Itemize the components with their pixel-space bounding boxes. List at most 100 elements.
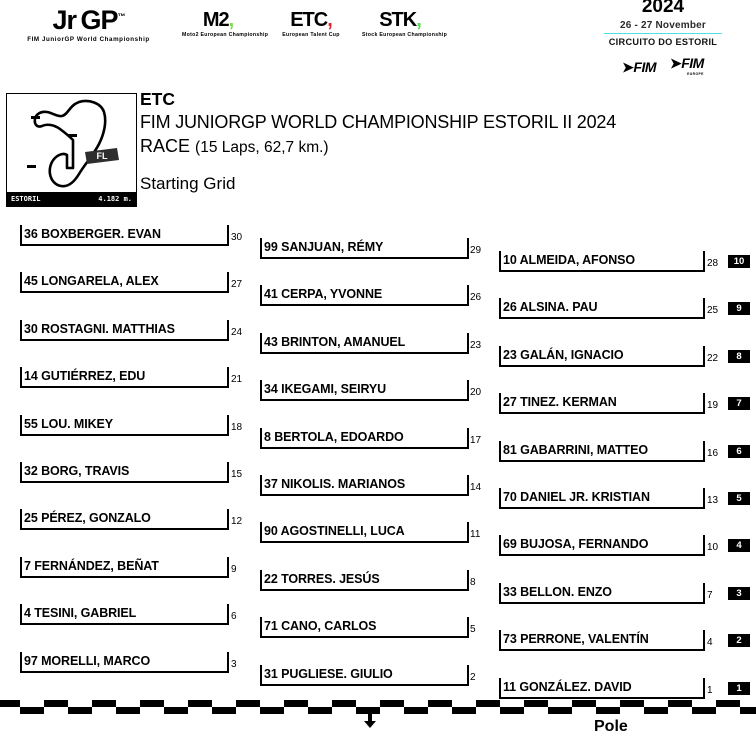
grid-slot-box: 25 PÉREZ, GONZALO bbox=[20, 509, 229, 531]
grid-slot[interactable]: 26 ALSINA. PAU 25 bbox=[499, 298, 718, 320]
grid-slot[interactable]: 71 CANO, CARLOS 5 bbox=[260, 617, 476, 639]
grid-slot-box: 31 PUGLIESE. GIULIO bbox=[260, 664, 469, 686]
grid-slot-bar-bottom bbox=[20, 528, 229, 531]
checker-block bbox=[404, 707, 428, 714]
grid-slot-bar-right bbox=[703, 582, 705, 604]
grid-slot-bar-bottom bbox=[499, 317, 705, 320]
grid-slot[interactable]: 7 FERNÁNDEZ, BEÑAT 9 bbox=[20, 556, 237, 578]
grid-slot[interactable]: 8 BERTOLA, EDOARDO 17 bbox=[260, 427, 481, 449]
grid-slot-bar-left bbox=[260, 238, 262, 259]
checker-block bbox=[428, 700, 452, 707]
m2-logo-word: M2, bbox=[202, 9, 234, 31]
grid-slot[interactable]: 43 BRINTON, AMANUEL 23 bbox=[260, 332, 481, 354]
checker-block bbox=[452, 707, 476, 714]
grid-position-number: 17 bbox=[470, 434, 482, 446]
grid-row-badge: 2 bbox=[728, 634, 750, 648]
circuit-layout-icon: FL bbox=[27, 99, 119, 188]
grid-slot-bar-right bbox=[703, 440, 705, 462]
grid-slot-bar-left bbox=[20, 367, 22, 389]
checker-block bbox=[692, 707, 716, 714]
grid-slot-box: 23 GALÁN, IGNACIO bbox=[499, 345, 705, 367]
checker-block bbox=[596, 707, 620, 714]
grid-slot[interactable]: 90 AGOSTINELLI, LUCA 11 bbox=[260, 522, 480, 544]
grid-slot[interactable]: 81 GABARRINI, MATTEO 16 bbox=[499, 440, 718, 462]
grid-slot-bar-left bbox=[20, 319, 22, 341]
checker-block bbox=[500, 707, 524, 714]
grid-slot[interactable]: 37 NIKOLIS. MARIANOS 14 bbox=[260, 475, 481, 496]
grid-position-number: 2 bbox=[470, 671, 476, 683]
grid-slot[interactable]: 33 BELLON. ENZO 7 bbox=[499, 582, 713, 604]
checker-block bbox=[188, 700, 212, 707]
rider-entry: 70 DANIEL JR. KRISTIAN bbox=[503, 490, 650, 504]
grid-slot[interactable]: 36 BOXBERGER. EVAN 30 bbox=[20, 225, 242, 246]
grid-slot-bar-right bbox=[227, 367, 229, 389]
circuit-map-footer: ESTORIL 4.182 m. bbox=[7, 192, 136, 206]
grid-slot[interactable]: 31 PUGLIESE. GIULIO 2 bbox=[260, 664, 476, 686]
grid-slot-box: 37 NIKOLIS. MARIANOS bbox=[260, 475, 469, 496]
grid-slot[interactable]: 23 GALÁN, IGNACIO 22 bbox=[499, 345, 718, 367]
grid-slot-bar-bottom bbox=[20, 433, 229, 436]
grid-slot[interactable]: 14 GUTIÉRREZ, EDU 21 bbox=[20, 367, 242, 389]
grid-slot[interactable]: 10 ALMEIDA, AFONSO 28 bbox=[499, 251, 718, 272]
grid-slot-bar-left bbox=[260, 332, 262, 354]
grid-slot-bar-left bbox=[20, 651, 22, 673]
jrgp-logo: Jr GP™ FIM JuniorGP World Championship bbox=[26, 7, 151, 43]
rider-entry: 7 FERNÁNDEZ, BEÑAT bbox=[24, 558, 159, 573]
grid-slot-box: 36 BOXBERGER. EVAN bbox=[20, 225, 229, 246]
rider-entry: 32 BORG, TRAVIS bbox=[24, 464, 130, 478]
rider-entry: 37 NIKOLIS. MARIANOS bbox=[264, 477, 406, 491]
checker-block bbox=[284, 700, 308, 707]
grid-position-number: 16 bbox=[707, 447, 719, 459]
circuit-map-name: ESTORIL bbox=[11, 195, 41, 203]
grid-slot[interactable]: 45 LONGARELA, ALEX 27 bbox=[20, 272, 242, 294]
checker-block bbox=[236, 700, 260, 707]
fim-logos: ➤FIM ➤FIM EUROPE bbox=[578, 55, 748, 76]
grid-slot[interactable]: 70 DANIEL JR. KRISTIAN 13 bbox=[499, 488, 718, 509]
grid-slot[interactable]: 11 GONZÁLEZ. DAVID 1 bbox=[499, 677, 713, 699]
grid-slot-bar-left bbox=[499, 582, 501, 604]
grid-slot-bar-bottom bbox=[260, 304, 469, 307]
grid-slot[interactable]: 4 TESINI, GABRIEL 6 bbox=[20, 604, 237, 626]
checker-block bbox=[68, 707, 92, 714]
grid-slot-bar-right bbox=[467, 427, 469, 449]
rider-entry: 71 CANO, CARLOS bbox=[264, 619, 377, 634]
grid-slot[interactable]: 97 MORELLI, MARCO 3 bbox=[20, 651, 237, 673]
grid-slot-bar-bottom bbox=[20, 338, 229, 341]
grid-slot-bar-right bbox=[227, 462, 229, 483]
etc-logo-word: ETC, bbox=[290, 9, 332, 31]
grid-slot-bar-left bbox=[20, 604, 22, 626]
grid-slot[interactable]: 27 TINEZ. KERMAN 19 bbox=[499, 393, 718, 415]
grid-slot[interactable]: 55 LOU. MIKEY 18 bbox=[20, 414, 242, 436]
stk-logo: STK, Stock European Championship bbox=[362, 10, 447, 38]
grid-position-number: 29 bbox=[470, 245, 482, 256]
grid-position-number: 27 bbox=[231, 279, 243, 291]
grid-slot-box: 32 BORG, TRAVIS bbox=[20, 462, 229, 483]
grid-slot[interactable]: 41 CERPA, YVONNE 26 bbox=[260, 285, 481, 307]
rider-entry: 73 PERRONE, VALENTÍN bbox=[503, 632, 649, 647]
rider-entry: 34 IKEGAMI, SEIRYU bbox=[264, 382, 387, 397]
grid-slot[interactable]: 32 BORG, TRAVIS 15 bbox=[20, 462, 242, 483]
grid-position-number: 3 bbox=[231, 658, 237, 670]
rider-entry: 43 BRINTON, AMANUEL bbox=[264, 334, 406, 349]
grid-slot[interactable]: 25 PÉREZ, GONZALO 12 bbox=[20, 509, 242, 531]
etc-logo: ETC, European Talent Cup bbox=[278, 10, 344, 38]
grid-slot-bar-left bbox=[499, 440, 501, 462]
grid-slot-bar-bottom bbox=[499, 364, 705, 367]
grid-slot[interactable]: 34 IKEGAMI, SEIRYU 20 bbox=[260, 380, 481, 402]
rider-entry: 69 BUJOSA, FERNANDO bbox=[503, 537, 649, 552]
rider-entry: 90 AGOSTINELLI, LUCA bbox=[264, 524, 405, 539]
grid-slot-bar-bottom bbox=[260, 636, 469, 639]
grid-slot-bar-bottom bbox=[260, 683, 469, 686]
grid-slot[interactable]: 30 ROSTAGNI. MATTHIAS 24 bbox=[20, 319, 242, 341]
grid-position-number: 7 bbox=[707, 589, 713, 601]
grid-row-badge: 8 bbox=[728, 349, 750, 363]
grid-slot[interactable]: 99 SANJUAN, RÉMY 29 bbox=[260, 238, 481, 259]
grid-slot-bar-right bbox=[227, 651, 229, 673]
grid-slot[interactable]: 22 TORRES. JESÚS 8 bbox=[260, 569, 476, 591]
event-info-block: 2024 26 - 27 November CIRCUITO DO ESTORI… bbox=[578, 0, 748, 76]
grid-slot[interactable]: 69 BUJOSA, FERNANDO 10 bbox=[499, 535, 718, 557]
rider-entry: 27 TINEZ. KERMAN bbox=[503, 395, 617, 410]
grid-slot-box: 55 LOU. MIKEY bbox=[20, 414, 229, 436]
grid-slot[interactable]: 73 PERRONE, VALENTÍN 4 bbox=[499, 630, 713, 652]
grid-position-number: 20 bbox=[470, 387, 482, 399]
